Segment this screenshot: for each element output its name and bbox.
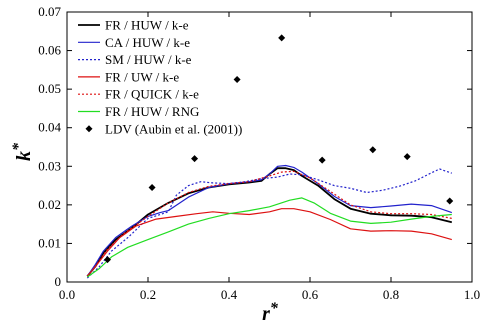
y-axis-label: k*: [10, 142, 35, 161]
legend: FR / HUW / k-e CA / HUW / k-e SM / HUW / k…: [78, 18, 242, 136]
y-axis-label-sup: *: [10, 142, 27, 151]
ticks-layer: 0.0 0.2 0.4 0.6 0.8 1.0 0 0.01 0.02 0.03 0.04 0.05 0…: [38, 4, 480, 302]
y-tick-label: 0.05: [38, 81, 61, 96]
x-tick-label: 0.6: [302, 287, 319, 302]
legend-label-1: CA / HUW / k-e: [105, 35, 190, 50]
x-tick-label: 0.4: [221, 287, 238, 302]
series-line-3: [86, 208, 452, 277]
y-tick-label: 0: [55, 274, 62, 289]
x-axis-label-sup: *: [270, 300, 279, 317]
legend-label-0: FR / HUW / k-e: [105, 18, 189, 33]
ldv-point: [148, 184, 156, 191]
legend-label-2: SM / HUW / k-e: [105, 52, 192, 67]
legend-label-3: FR / UW / k-e: [105, 69, 179, 84]
series-line-0: [86, 167, 453, 277]
legend-swatch-ldv: [85, 125, 93, 133]
ldv-point: [369, 146, 377, 154]
ldv-point: [191, 155, 199, 163]
ldv-point: [278, 34, 286, 42]
y-tick-label: 0.07: [38, 4, 61, 19]
x-axis-label-main: r: [262, 303, 270, 324]
y-tick-label: 0.01: [38, 235, 61, 250]
x-axis-label: r*: [262, 300, 279, 324]
series-line-1: [86, 164, 452, 277]
legend-label-5: FR / HUW / RNG: [105, 104, 199, 119]
series-line-2: [86, 168, 452, 279]
ldv-point: [403, 153, 411, 161]
plot-frame: [66, 11, 473, 283]
legend-label-ldv: LDV (Aubin et al. (2001)): [105, 121, 242, 136]
y-tick-label: 0.03: [38, 158, 61, 173]
y-axis-label-main: k: [13, 151, 35, 161]
y-tick-label: 0.06: [38, 43, 61, 58]
x-tick-label: 0.0: [59, 287, 75, 302]
series-line-4: [86, 170, 452, 277]
y-tick-label: 0.02: [38, 197, 61, 212]
series-layer: [86, 164, 453, 279]
x-tick-label: 0.2: [140, 287, 156, 302]
ldv-point: [233, 76, 241, 83]
y-tick-label: 0.04: [38, 120, 61, 135]
ldv-point: [446, 197, 454, 205]
series-line-5: [86, 197, 452, 278]
ldv-point: [318, 156, 326, 164]
x-tick-label: 1.0: [464, 287, 480, 302]
plot-area: 0.0 0.2 0.4 0.6 0.8 1.0 0 0.01 0.02 0.03 0.04 0.05 0…: [38, 4, 480, 302]
scatter-layer: [104, 34, 454, 264]
x-tick-label: 0.8: [383, 287, 399, 302]
ldv-point: [104, 256, 111, 264]
legend-label-4: FR / QUICK / k-e: [105, 87, 199, 102]
